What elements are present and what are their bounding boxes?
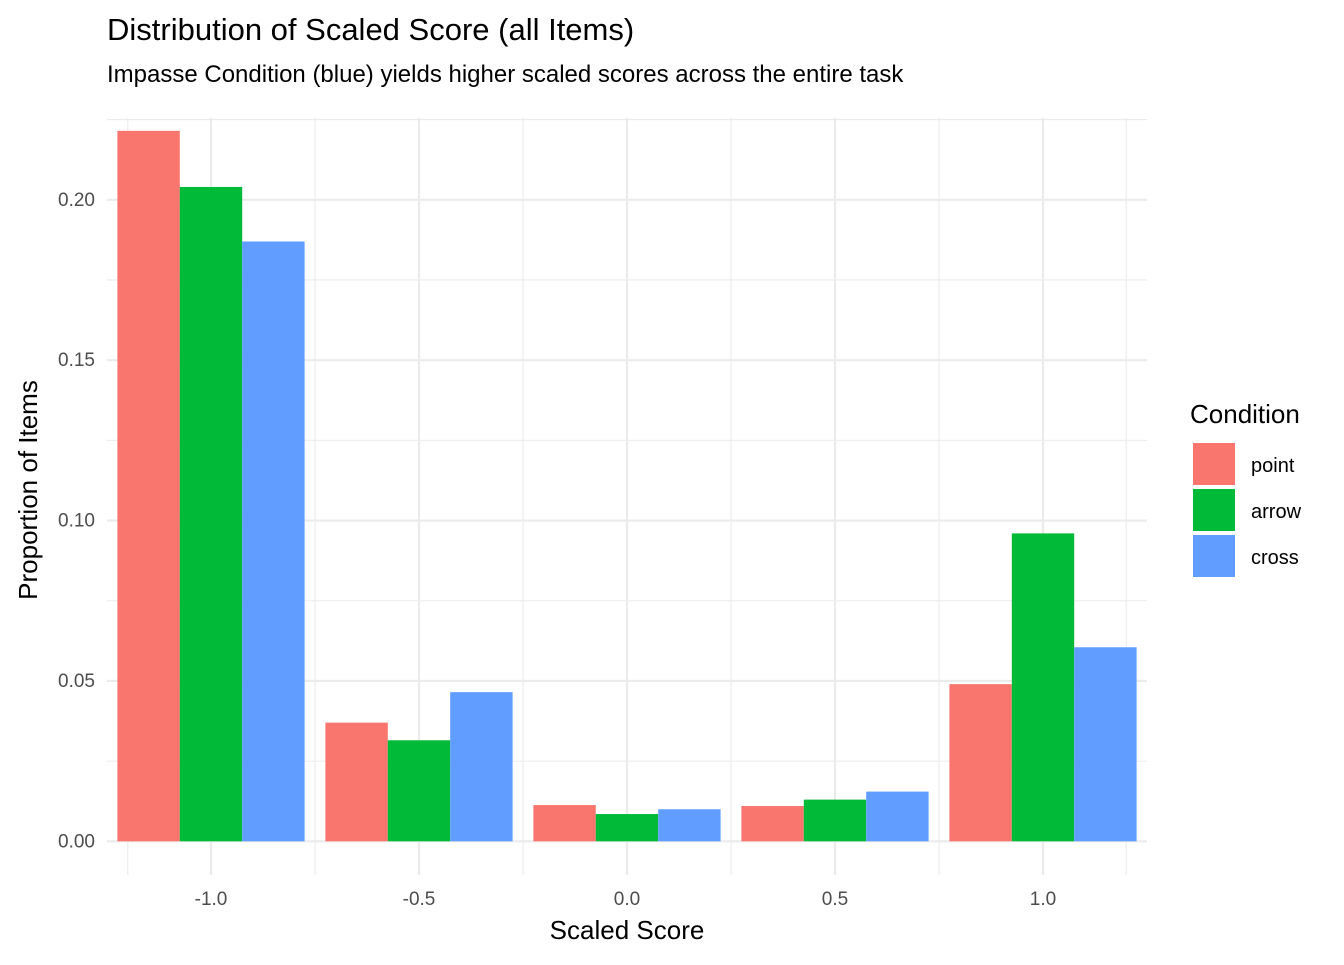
chart-subtitle: Impasse Condition (blue) yields higher s… [107, 61, 904, 88]
y-axis-ticks: 0.00 0.05 0.10 0.15 0.20 [58, 190, 95, 853]
y-axis-title: Proportion of Items [13, 380, 43, 600]
x-tick-label: 0.5 [822, 889, 848, 910]
bar-cross-0-5 [450, 692, 513, 842]
x-tick-label: 0.0 [614, 889, 640, 910]
y-tick-label: 0.00 [58, 831, 95, 852]
bar-arrow-0-5 [803, 799, 867, 842]
legend-key-arrow [1193, 489, 1235, 531]
bar-point-0-5 [741, 806, 804, 842]
bars [117, 130, 1137, 842]
legend-label-arrow: arrow [1251, 501, 1302, 523]
bar-arrow-1-0 [179, 186, 243, 842]
bar-point-0-0 [533, 805, 596, 842]
bar-arrow-0-0 [595, 814, 659, 842]
bar-cross-0-5 [866, 791, 929, 842]
legend-label-cross: cross [1251, 547, 1299, 569]
bar-cross-1-0 [242, 241, 305, 842]
y-tick-label: 0.15 [58, 350, 95, 371]
legend-key-cross [1193, 535, 1235, 577]
bar-point-1-0 [949, 684, 1012, 842]
bar-point-1-0 [117, 130, 180, 842]
y-tick-label: 0.05 [58, 671, 95, 692]
x-tick-label: 1.0 [1030, 889, 1056, 910]
bar-cross-1-0 [1074, 647, 1137, 842]
bar-point-0-5 [325, 722, 388, 842]
legend-title: Condition [1190, 399, 1300, 429]
x-tick-label: -0.5 [403, 889, 436, 910]
legend: point arrow cross [1193, 443, 1302, 577]
x-tick-label: -1.0 [195, 889, 228, 910]
chart-title: Distribution of Scaled Score (all Items) [107, 12, 634, 47]
x-axis-title: Scaled Score [550, 915, 705, 945]
legend-key-point [1193, 443, 1235, 485]
bar-arrow-0-5 [387, 740, 451, 842]
x-axis-ticks: -1.0 -0.5 0.0 0.5 1.0 [195, 889, 1057, 910]
bar-arrow-1-0 [1011, 533, 1075, 842]
y-tick-label: 0.10 [58, 511, 95, 532]
bar-cross-0-0 [658, 809, 721, 842]
legend-label-point: point [1251, 455, 1295, 477]
y-tick-label: 0.20 [58, 190, 95, 211]
